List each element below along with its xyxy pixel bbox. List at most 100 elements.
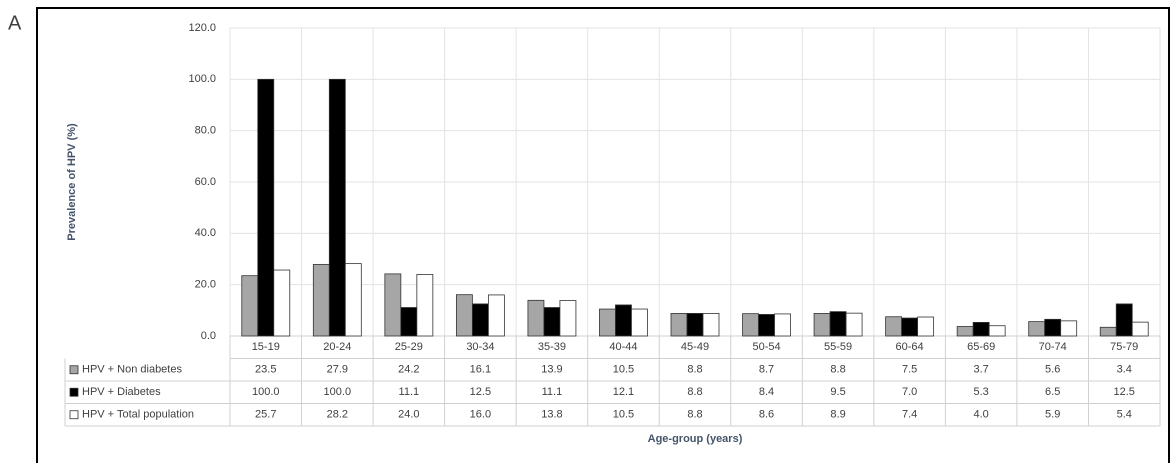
table-value: 7.0 <box>902 386 917 398</box>
table-value: 11.1 <box>542 386 563 398</box>
table-value: 8.8 <box>687 409 702 421</box>
bar <box>631 308 648 337</box>
table-value: 5.4 <box>1117 409 1132 421</box>
table-value: 11.1 <box>399 386 420 398</box>
bar <box>344 263 362 337</box>
x-tick-label: 40-44 <box>609 341 637 353</box>
table-value: 9.5 <box>830 386 845 398</box>
table-value: 5.3 <box>974 386 989 398</box>
table-value: 3.4 <box>1117 364 1132 376</box>
table-value: 8.6 <box>759 409 774 421</box>
table-value: 23.5 <box>255 364 276 376</box>
x-tick-label: 55-59 <box>824 341 852 353</box>
table-value: 6.5 <box>1045 386 1060 398</box>
table-value: 27.9 <box>327 364 348 376</box>
table-value: 16.1 <box>470 364 491 376</box>
table-value: 12.5 <box>1114 386 1135 398</box>
bar <box>455 294 473 337</box>
panel-label: A <box>8 12 22 34</box>
x-tick-label: 30-34 <box>466 341 494 353</box>
legend-swatch <box>69 410 79 420</box>
table-value: 13.9 <box>541 364 562 376</box>
table-value: 8.4 <box>759 386 774 398</box>
bar <box>559 300 577 337</box>
legend-label: HPV + Diabetes <box>82 386 161 398</box>
bar <box>312 263 330 337</box>
bar <box>1060 320 1078 337</box>
table-value: 25.7 <box>255 409 276 421</box>
table-value: 12.5 <box>470 386 491 398</box>
bar <box>416 273 434 337</box>
bar <box>1099 326 1117 337</box>
x-axis-title: Age-group (years) <box>648 433 743 445</box>
bar <box>972 321 990 337</box>
x-tick-label: 50-54 <box>752 341 780 353</box>
bar <box>829 311 847 337</box>
bar <box>1131 321 1149 337</box>
bar <box>1044 318 1062 337</box>
x-tick-label: 75-79 <box>1110 341 1138 353</box>
table-value: 24.2 <box>398 364 419 376</box>
x-tick-label: 70-74 <box>1039 341 1067 353</box>
table-value: 7.4 <box>902 409 917 421</box>
y-tick-label: 20.0 <box>195 279 216 291</box>
y-tick-label: 40.0 <box>195 227 216 239</box>
bar <box>384 273 402 337</box>
table-value: 16.0 <box>470 409 491 421</box>
frame <box>36 7 1170 463</box>
bar <box>813 313 831 337</box>
y-tick-label: 60.0 <box>195 176 216 188</box>
bar <box>917 316 935 337</box>
bar <box>487 294 505 337</box>
bar <box>742 313 759 337</box>
y-tick-label: 0.0 <box>201 330 216 342</box>
y-axis-title: Prevalence of HPV (%) <box>66 123 78 241</box>
bar <box>774 313 791 337</box>
legend-label: HPV + Total population <box>82 409 194 421</box>
table-value: 7.5 <box>902 364 917 376</box>
x-tick-label: 65-69 <box>967 341 995 353</box>
table-value: 5.9 <box>1045 409 1060 421</box>
bar <box>615 304 632 337</box>
bar <box>702 313 720 337</box>
table-value: 4.0 <box>974 409 989 421</box>
legend-swatch <box>69 365 79 375</box>
table-value: 100.0 <box>324 386 352 398</box>
bar <box>845 312 863 337</box>
bar <box>686 313 704 337</box>
bar <box>758 314 775 337</box>
y-tick-label: 100.0 <box>188 73 216 85</box>
bar <box>956 326 974 337</box>
legend-swatch <box>69 387 79 397</box>
bar <box>599 308 616 337</box>
bar <box>988 325 1006 337</box>
bar <box>543 307 561 337</box>
x-tick-label: 60-64 <box>896 341 924 353</box>
y-tick-label: 120.0 <box>188 22 216 34</box>
table-value: 100.0 <box>252 386 280 398</box>
bar <box>901 317 919 337</box>
bar <box>885 316 903 337</box>
bar <box>1115 303 1133 337</box>
x-tick-label: 45-49 <box>681 341 709 353</box>
table-value: 8.8 <box>687 364 702 376</box>
table-value: 8.9 <box>830 409 845 421</box>
bar <box>400 307 418 337</box>
table-value: 28.2 <box>327 409 348 421</box>
bar <box>471 303 489 337</box>
table-value: 3.7 <box>974 364 989 376</box>
bar <box>257 78 275 337</box>
bar <box>527 299 545 337</box>
x-tick-label: 35-39 <box>538 341 566 353</box>
bar <box>1028 321 1046 337</box>
table-value: 8.7 <box>759 364 774 376</box>
table-value: 13.8 <box>541 409 562 421</box>
table-value: 10.5 <box>613 364 634 376</box>
bar <box>273 269 291 337</box>
table-value: 12.1 <box>613 386 634 398</box>
table-value: 8.8 <box>687 386 702 398</box>
x-tick-label: 20-24 <box>323 341 351 353</box>
bar <box>328 78 346 337</box>
bar <box>241 275 259 337</box>
